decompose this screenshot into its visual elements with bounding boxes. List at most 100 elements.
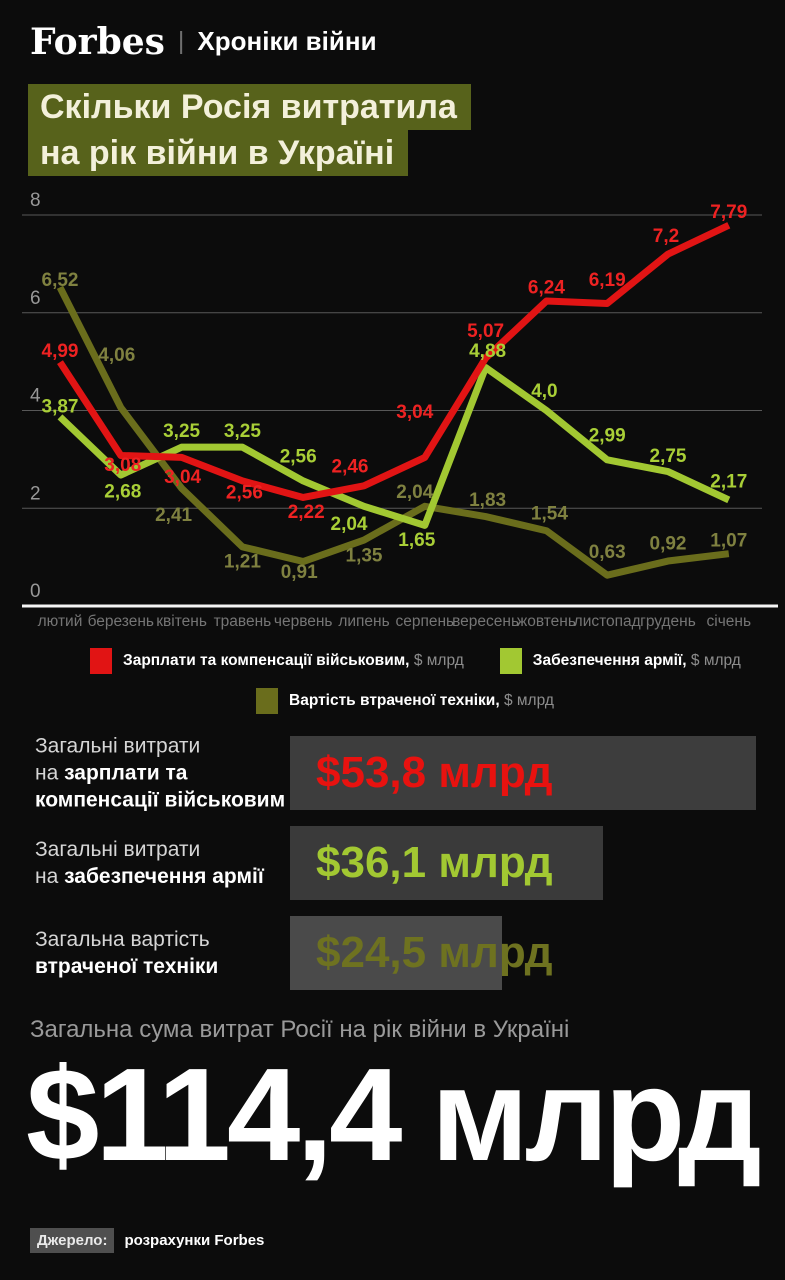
point-label: 4,99 [42,341,79,362]
series-line-2 [56,285,730,579]
legend-series-unit: $ млрд [503,692,554,709]
header: Forbes | Хроніки війни [30,24,377,60]
point-label: 3,04 [396,402,433,423]
x-tick-label: серпень [395,613,454,630]
summary-value-bar: $24,5 млрд [290,916,553,990]
total-label: Загальна сума витрат Росії на рік війни … [30,1016,570,1043]
point-label: 3,08 [104,455,141,476]
x-tick-label: січень [707,613,752,630]
legend-label: Зарплати та компенсації військовим, $ мл… [123,652,464,670]
summary-row-label: Загальні витрати на забезпечення армії [35,836,295,890]
point-label: 2,68 [104,482,141,503]
x-tick-label: вересень [452,613,519,630]
x-tick-label: жовтень [517,613,576,630]
point-label: 6,24 [528,278,565,299]
point-label: 1,21 [224,552,261,573]
legend-swatch [499,648,522,674]
legend-item: Зарплати та компенсації військовим, $ мл… [90,648,464,674]
y-tick-label: 6 [30,288,41,309]
source-label: Джерело: [30,1228,115,1253]
page-title-line2: на рік війни в Україні [28,130,409,176]
point-label: 2,22 [288,502,325,523]
x-tick-label: червень [274,613,333,630]
point-label: 4,06 [98,345,135,366]
legend-row-2: Вартість втраченої техніки, $ млрд [256,688,554,714]
x-tick-label: грудень [640,613,696,630]
point-label: 2,04 [331,514,368,535]
summary-value: $24,5 млрд [316,928,553,977]
point-label: 7,79 [710,202,747,223]
summary-section: Загальні витрати на зарплати та компенса… [0,735,785,1006]
header-section-title: Хроніки війни [197,26,377,56]
page-title: Скільки Росія витратила на рік війни в У… [28,84,471,176]
point-label: 4,0 [531,381,557,402]
point-label: 1,07 [710,530,747,551]
summary-value: $53,8 млрд [316,748,553,797]
source: Джерело: розрахунки Forbes [30,1228,264,1253]
y-tick-label: 4 [30,386,41,407]
summary-value-bar: $53,8 млрд [290,736,756,810]
point-label: 2,17 [710,472,747,493]
summary-label-part: на [35,761,65,785]
point-label: 7,2 [653,226,679,247]
source-text: розрахунки Forbes [124,1232,265,1249]
summary-row: Загальні витрати на зарплати та компенса… [0,735,785,812]
point-label: 2,56 [280,447,317,468]
legend-label: Вартість втраченої техніки, $ млрд [289,692,554,710]
legend-item: Забезпечення армії, $ млрд [499,648,741,674]
forbes-logo: Forbes [30,21,165,63]
x-tick-label: лютий [38,613,83,630]
summary-label-part: Загальні витрати [35,734,201,758]
point-label: 6,19 [589,270,626,291]
point-label: 0,92 [650,534,687,555]
legend-series-unit: $ млрд [690,652,741,669]
point-label: 4,88 [469,341,506,362]
point-label: 3,25 [163,421,200,442]
summary-label-part: втраченої техніки [35,955,219,978]
point-label: 1,54 [531,503,568,524]
point-label: 5,07 [467,321,504,342]
point-label: 3,87 [42,397,79,418]
point-label: 1,65 [398,530,435,551]
point-label: 1,83 [469,490,506,511]
point-label: 6,52 [42,270,79,291]
series-line-1 [57,363,731,529]
legend-label: Забезпечення армії, $ млрд [533,652,741,670]
summary-value-bar: $36,1 млрд [290,826,603,900]
series-line-0 [57,222,731,501]
summary-label-part: забезпечення армії [64,865,264,888]
legend-swatch [256,688,278,714]
x-tick-label: листопад [574,613,641,630]
header-divider: | [177,26,185,55]
point-label: 2,56 [226,483,263,504]
legend-item: Вартість втраченої техніки, $ млрд [256,688,554,714]
point-label: 2,99 [589,426,626,447]
summary-label-part: на [35,865,65,888]
point-label: 3,25 [224,421,261,442]
legend-series-name: Зарплати та компенсації військовим, [123,652,414,669]
legend-series-name: Забезпечення армії, [532,652,691,669]
point-label: 0,63 [589,542,626,563]
summary-row-label: Загальні витрати на зарплати та компенса… [35,733,295,814]
x-tick-label: липень [338,613,389,630]
page-title-line1: Скільки Росія витратила [28,84,471,130]
legend-row-1: Зарплати та компенсації військовим, $ мл… [90,648,741,674]
y-tick-label: 0 [30,581,41,602]
point-label: 2,04 [396,482,433,503]
point-label: 2,46 [332,456,369,477]
total-value: $114,4 млрд [26,1041,762,1188]
summary-row-label: Загальна вартість втраченої техніки [35,926,295,980]
summary-value: $36,1 млрд [316,838,553,887]
y-tick-label: 8 [30,190,41,211]
x-tick-label: березень [88,613,154,630]
legend-swatch [90,648,112,674]
summary-label-part: Загальні витрати [35,838,201,861]
legend-series-name: Вартість втраченої техніки, [289,692,504,709]
point-label: 1,35 [346,546,383,567]
line-chart: 8 6 4 2 0 лютий березень квітень травень червень л… [22,190,778,630]
summary-row: Загальна вартість втраченої техніки $24,5… [0,916,785,990]
summary-label-part: зарплати та компенсації військовим [35,761,286,812]
y-tick-label: 2 [30,483,41,504]
legend-series-unit: $ млрд [413,652,464,669]
